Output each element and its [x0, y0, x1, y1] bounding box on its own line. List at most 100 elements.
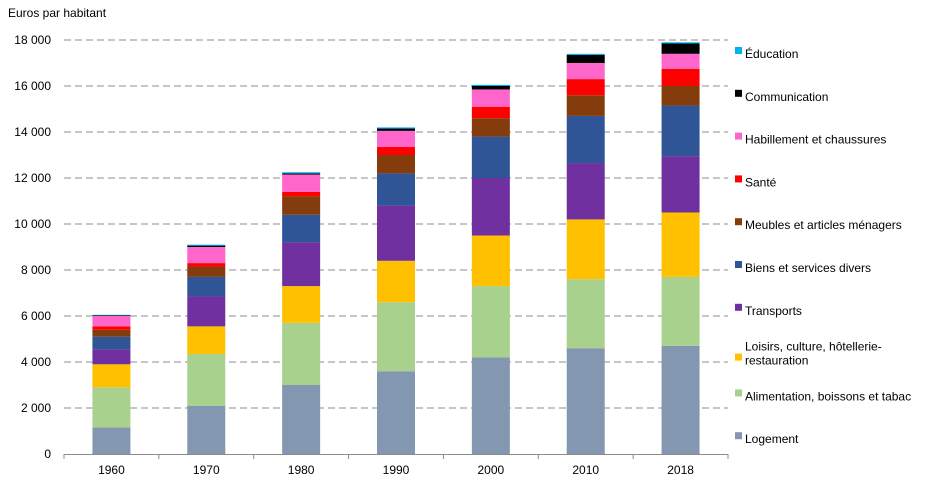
legend-item: Santé	[735, 175, 777, 189]
bar-segment	[282, 286, 321, 323]
legend-item: Habillement et chaussures	[735, 132, 886, 147]
y-tick-label: 16 000	[14, 79, 51, 93]
legend-swatch	[735, 175, 742, 183]
legend-swatch	[735, 303, 742, 311]
bar-segment	[377, 302, 415, 372]
bar-segment	[471, 106, 510, 119]
x-tick-label: 1980	[288, 463, 315, 477]
bar-segment	[187, 247, 226, 264]
bar-stack-1960	[92, 314, 131, 454]
bar-segment	[377, 155, 415, 174]
x-axis: 1960 1970 1980 1990 2000 2010 2018	[63, 454, 729, 477]
legend-label: Meubles et articles ménagers	[745, 218, 902, 232]
legend-swatch	[735, 89, 742, 97]
legend-label: Transports	[745, 304, 802, 318]
bar-segment	[187, 263, 226, 267]
bar-stack-2010	[566, 53, 605, 454]
y-tick-label: 4 000	[21, 355, 51, 369]
bar-segment	[661, 156, 700, 213]
bar-segment	[187, 405, 226, 454]
legend-label: Santé	[745, 175, 777, 189]
y-axis-title: Euros par habitant	[8, 6, 107, 20]
bar-segment	[566, 95, 605, 116]
legend-label: Éducation	[745, 46, 798, 61]
legend-item: Transports	[735, 303, 802, 318]
bar-segment	[471, 235, 510, 287]
bar-segment	[471, 118, 510, 137]
bar-segment	[282, 173, 321, 175]
bar-segment	[471, 89, 510, 107]
legend-swatch	[735, 261, 742, 268]
legend-label: Logement	[745, 432, 799, 446]
bar-segment	[471, 357, 510, 454]
bar-segment	[661, 42, 700, 44]
bar-segment	[377, 371, 415, 454]
bar-segment	[661, 68, 700, 86]
bar-segment	[92, 427, 131, 454]
y-tick-label: 2 000	[21, 401, 51, 415]
legend-item: Éducation	[735, 46, 798, 61]
bar-segment	[187, 244, 226, 246]
bar-segment	[377, 128, 415, 131]
bar-segment	[566, 79, 605, 96]
legend-label: Communication	[745, 90, 828, 104]
bar-segment	[187, 353, 226, 406]
bar-segment	[377, 205, 415, 261]
legend-label: Biens et services divers	[745, 261, 871, 275]
bar-segment	[566, 63, 605, 80]
bar-segment	[282, 191, 321, 197]
y-axis-ticks: 0 2 000 4 000 6 000 8 000 10 000 12 000 14 000 1…	[14, 33, 51, 461]
legend-swatch	[735, 432, 742, 440]
x-tick-label: 2010	[572, 463, 599, 477]
legend-item: Logement	[735, 432, 799, 446]
bar-segment	[282, 214, 321, 243]
legend-label: restauration	[745, 354, 808, 368]
bar-segment	[661, 212, 700, 277]
y-tick-label: 0	[44, 447, 51, 461]
y-tick-label: 6 000	[21, 309, 51, 323]
bar-segment	[566, 279, 605, 349]
legend-label: Loisirs, culture, hôtellerie-	[745, 340, 882, 354]
bar-segment	[92, 387, 131, 428]
bar-stack-2018	[661, 42, 700, 454]
legend-swatch	[735, 353, 742, 361]
legend-item: Biens et services divers	[735, 261, 871, 275]
bar-segment	[187, 266, 226, 277]
bar-segment	[92, 315, 131, 316]
legend-swatch	[735, 218, 742, 226]
y-tick-label: 8 000	[21, 263, 51, 277]
bar-segment	[377, 260, 415, 303]
bar-segment	[92, 316, 131, 327]
bar-segment	[471, 178, 510, 236]
bar-segment	[661, 53, 700, 69]
bars	[92, 42, 700, 454]
legend-item: Communication	[735, 89, 828, 104]
bar-segment	[282, 174, 321, 192]
x-tick-label: 1990	[383, 463, 410, 477]
bar-stack-1990	[377, 127, 415, 454]
bar-stack-2000	[471, 84, 510, 454]
bar-segment	[92, 329, 131, 337]
bar-segment	[187, 326, 226, 354]
bar-segment	[92, 326, 131, 330]
bar-segment	[187, 276, 226, 297]
bar-segment	[471, 84, 510, 86]
bar-segment	[661, 276, 700, 346]
bar-segment	[377, 130, 415, 147]
bar-segment	[92, 349, 131, 365]
legend-label: Alimentation, boissons et tabac	[745, 389, 911, 403]
y-tick-label: 14 000	[14, 125, 51, 139]
bar-segment	[566, 115, 605, 164]
bar-segment	[377, 173, 415, 206]
bar-segment	[92, 364, 131, 388]
bar-segment	[566, 348, 605, 454]
bar-segment	[661, 43, 700, 54]
x-tick-label: 1970	[193, 463, 220, 477]
bar-segment	[471, 286, 510, 358]
bar-segment	[471, 136, 510, 178]
y-tick-label: 10 000	[14, 217, 51, 231]
y-tick-label: 12 000	[14, 171, 51, 185]
legend-item: Alimentation, boissons et tabac	[735, 389, 911, 403]
legend-label: Habillement et chaussures	[745, 133, 886, 147]
